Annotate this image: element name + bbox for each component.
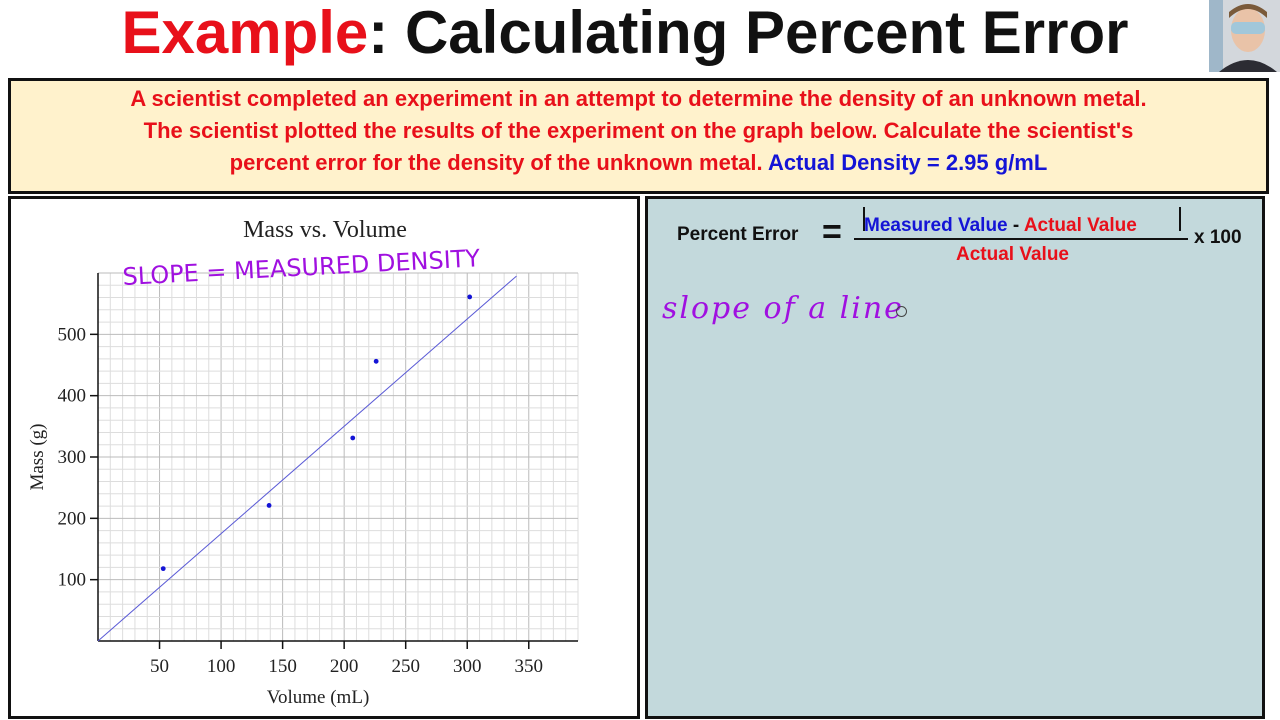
actual-density: Actual Density = 2.95 g/mL [767, 150, 1048, 175]
times-100: x 100 [1194, 227, 1242, 248]
problem-line-1: A scientist completed an experiment in a… [130, 86, 1147, 111]
x-tick-label: 100 [207, 656, 236, 677]
chart-marks [97, 275, 517, 642]
data-point [160, 566, 166, 572]
data-point [350, 435, 356, 441]
y-tick-label: 200 [58, 508, 87, 529]
y-tick-label: 400 [58, 386, 87, 407]
y-tick-label: 300 [58, 447, 87, 468]
title-highlight: Example [121, 0, 369, 66]
data-point [467, 294, 473, 300]
page-title: Example: Calculating Percent Error [0, 0, 1250, 66]
data-point [373, 358, 379, 364]
numerator: Measured Value - Actual Value [864, 215, 1137, 237]
trend-line [97, 275, 517, 642]
cursor-icon [896, 306, 907, 317]
presenter-video-thumbnail [1209, 0, 1280, 72]
abs-bar-left [863, 207, 865, 231]
numerator-measured: Measured Value [864, 215, 1008, 236]
problem-line-2: The scientist plotted the results of the… [143, 118, 1134, 143]
numerator-minus: - [1012, 215, 1020, 236]
fraction-bar [854, 238, 1188, 240]
slope-annotation: SLOPE = MEASURED DENSITY [122, 244, 481, 291]
handwritten-note: slope of a line [662, 291, 904, 326]
title-rest: : Calculating Percent Error [368, 0, 1129, 66]
x-axis-label: Volume (mL) [267, 687, 370, 708]
graph-panel: 50 100 150 200 250 300 350 100 200 300 400 500 Mass … [8, 196, 640, 719]
problem-statement: A scientist completed an experiment in a… [8, 78, 1269, 194]
x-tick-label: 250 [391, 656, 420, 677]
numerator-actual: Actual Value [1023, 215, 1137, 236]
denominator: Actual Value [956, 244, 1069, 265]
chart-axes [90, 273, 578, 649]
chart-text: 50 100 150 200 250 300 350 100 200 300 400 500 Mass … [27, 217, 543, 708]
y-tick-label: 100 [58, 570, 87, 591]
x-tick-label: 350 [515, 656, 544, 677]
problem-line-3: percent error for the density of the unk… [11, 147, 1266, 179]
x-tick-label: 50 [150, 656, 169, 677]
formula-panel: Percent Error = Measured Value - Actual … [645, 196, 1265, 719]
y-axis-label: Mass (g) [27, 423, 48, 490]
data-point [266, 503, 272, 508]
problem-line-3-text: percent error for the density of the unk… [229, 150, 763, 175]
chart-title: Mass vs. Volume [243, 217, 407, 243]
x-tick-label: 150 [268, 656, 297, 677]
mass-volume-chart: 50 100 150 200 250 300 350 100 200 300 400 500 Mass … [27, 217, 579, 708]
equals-sign: = [822, 213, 842, 251]
abs-bar-right [1179, 207, 1181, 231]
x-tick-label: 200 [330, 656, 359, 677]
y-tick-label: 500 [58, 324, 87, 345]
chart-grid [98, 272, 579, 641]
x-tick-label: 300 [453, 656, 482, 677]
percent-error-label: Percent Error [677, 224, 799, 245]
